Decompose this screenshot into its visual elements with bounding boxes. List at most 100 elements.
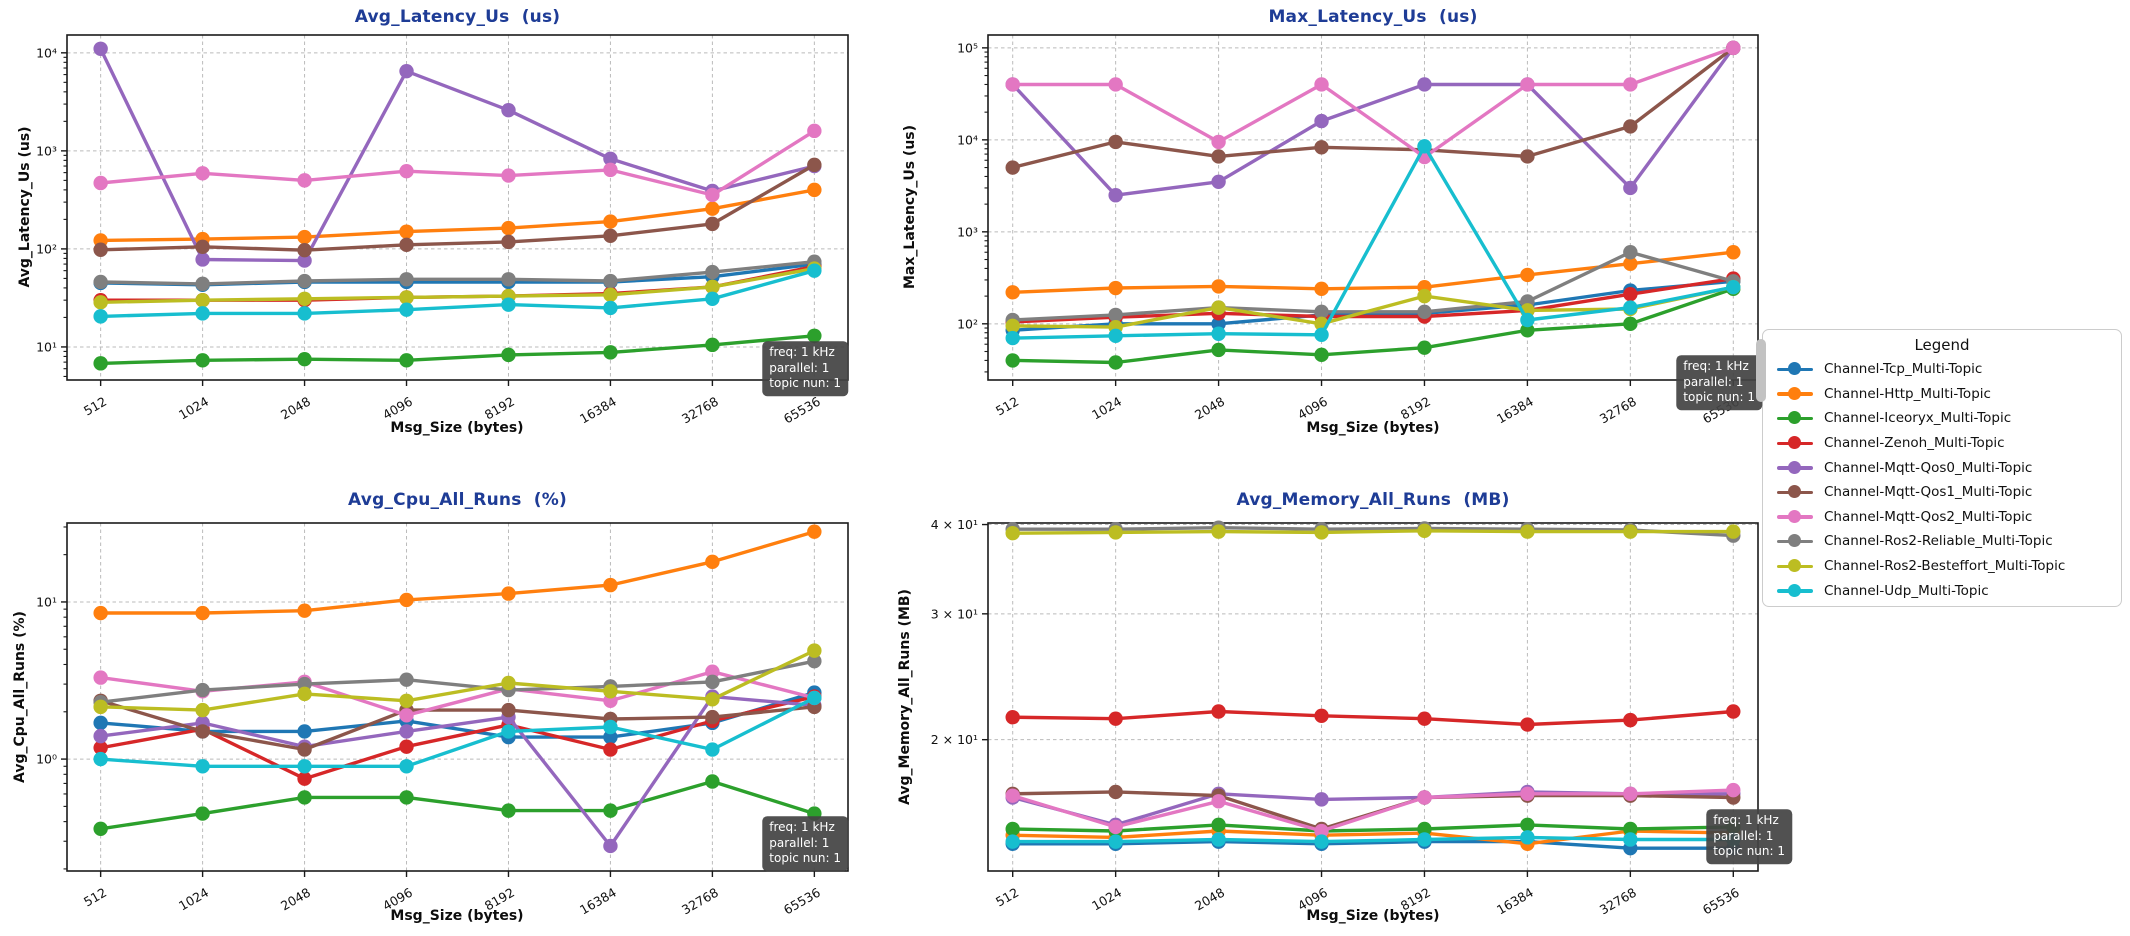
data-point-marker bbox=[399, 290, 414, 305]
chart2-xlabel: Msg_Size (bytes) bbox=[1306, 420, 1440, 436]
data-point-marker bbox=[297, 724, 312, 739]
data-point-marker bbox=[1211, 794, 1226, 809]
annotation-line: parallel: 1 bbox=[1683, 374, 1744, 389]
x-tick-label: 65536 bbox=[781, 394, 823, 427]
data-point-marker bbox=[501, 347, 516, 363]
chart2-run-params: freq: 1 kHz parallel: 1 topic nun: 1 bbox=[1676, 355, 1762, 410]
data-point-marker bbox=[1623, 832, 1638, 847]
data-point-marker bbox=[297, 273, 312, 289]
data-point-marker bbox=[501, 220, 516, 236]
data-point-marker bbox=[1726, 524, 1741, 539]
series-line bbox=[98, 530, 817, 615]
data-point-marker bbox=[1520, 323, 1535, 338]
chart2-ylabel: Max_Latency_Us (us) bbox=[902, 124, 918, 290]
data-point-marker bbox=[1314, 347, 1329, 363]
data-point-marker bbox=[297, 790, 312, 805]
data-point-marker bbox=[93, 274, 108, 290]
data-point-marker bbox=[1108, 328, 1123, 344]
data-point-marker bbox=[1417, 139, 1432, 154]
series-line bbox=[98, 334, 817, 366]
data-point-marker bbox=[1623, 712, 1638, 728]
data-point-marker bbox=[705, 291, 720, 306]
data-point-marker bbox=[297, 253, 312, 268]
data-point-marker bbox=[705, 279, 720, 295]
plot-border bbox=[987, 522, 1759, 872]
y-tick-label: 10³ bbox=[957, 224, 978, 239]
y-tick-label: 10² bbox=[36, 241, 57, 256]
legend-swatch bbox=[1777, 362, 1813, 376]
data-point-marker bbox=[1726, 280, 1741, 295]
data-point-marker bbox=[399, 790, 414, 805]
annotation-line: freq: 1 kHz bbox=[769, 820, 835, 835]
data-point-marker bbox=[399, 592, 414, 608]
series-line bbox=[1011, 46, 1736, 197]
series-Channel-Udp_Multi-Topic bbox=[1005, 830, 1741, 849]
data-point-marker bbox=[807, 690, 822, 706]
series-line bbox=[98, 260, 817, 286]
series-line bbox=[1011, 829, 1736, 846]
data-point-marker bbox=[603, 719, 618, 735]
series-line bbox=[1011, 276, 1736, 324]
y-tick-label: 3 × 10¹ bbox=[931, 606, 978, 621]
data-point-marker bbox=[1005, 330, 1020, 346]
legend-item-label: Channel-Http_Multi-Topic bbox=[1824, 385, 1991, 402]
data-point-marker bbox=[603, 345, 618, 360]
data-point-marker bbox=[1520, 786, 1535, 801]
data-point-marker bbox=[1211, 832, 1226, 847]
data-point-marker bbox=[297, 173, 312, 188]
data-point-marker bbox=[399, 63, 414, 79]
data-point-marker bbox=[297, 291, 312, 306]
legend-item: Channel-Mqtt-Qos0_Multi-Topic bbox=[1777, 455, 2121, 480]
annotation-line: topic nun: 1 bbox=[769, 376, 841, 391]
x-tick-label: 1024 bbox=[1089, 394, 1124, 423]
legend-swatch bbox=[1777, 460, 1813, 475]
data-point-marker bbox=[1211, 524, 1226, 539]
legend-swatch bbox=[1777, 411, 1813, 425]
series-line bbox=[98, 699, 817, 752]
data-point-marker bbox=[603, 273, 618, 289]
legend-item: Channel-Udp_Multi-Topic bbox=[1777, 578, 2121, 603]
data-point-marker bbox=[297, 742, 312, 757]
data-point-marker bbox=[705, 674, 720, 690]
data-point-marker bbox=[1211, 174, 1226, 189]
data-point-marker bbox=[93, 699, 108, 715]
annotation-line: parallel: 1 bbox=[769, 360, 830, 375]
data-point-marker bbox=[1623, 524, 1638, 539]
legend-swatch bbox=[1777, 386, 1813, 401]
legend-dot-icon bbox=[1788, 485, 1801, 499]
data-point-marker bbox=[603, 684, 618, 699]
data-point-marker bbox=[93, 175, 108, 191]
data-point-marker bbox=[501, 803, 516, 818]
data-point-marker bbox=[807, 643, 822, 658]
data-point-marker bbox=[93, 728, 108, 744]
legend-item: Channel-Mqtt-Qos1_Multi-Topic bbox=[1777, 480, 2121, 505]
data-point-marker bbox=[705, 337, 720, 353]
data-point-marker bbox=[1726, 40, 1741, 56]
series-line bbox=[1011, 144, 1736, 340]
data-point-marker bbox=[1417, 523, 1432, 539]
data-point-marker bbox=[93, 356, 108, 371]
data-point-marker bbox=[1623, 180, 1638, 196]
chart1-run-params: freq: 1 kHz parallel: 1 topic nun: 1 bbox=[762, 341, 848, 396]
data-point-marker bbox=[705, 187, 720, 203]
legend-title: Legend bbox=[1914, 336, 1970, 354]
series-Channel-Mqtt-Qos2_Multi-Topic bbox=[93, 123, 822, 203]
y-tick-label: 10¹ bbox=[36, 594, 57, 609]
series-line bbox=[1011, 46, 1736, 170]
data-point-marker bbox=[1108, 784, 1123, 800]
data-point-marker bbox=[603, 803, 618, 818]
data-point-marker bbox=[1108, 819, 1123, 835]
legend-item-label: Channel-Mqtt-Qos2_Multi-Topic bbox=[1824, 508, 2033, 525]
legend-scrollbar-thumb[interactable] bbox=[1756, 339, 1766, 402]
data-point-marker bbox=[399, 353, 414, 368]
data-point-marker bbox=[501, 297, 516, 312]
chart4-xlabel: Msg_Size (bytes) bbox=[1306, 908, 1440, 924]
x-tick-label: 8192 bbox=[1398, 394, 1433, 423]
series-Channel-Iceoryx_Multi-Topic bbox=[93, 328, 822, 371]
annotation-line: freq: 1 kHz bbox=[1713, 813, 1779, 828]
data-point-marker bbox=[1520, 830, 1535, 845]
plot-border bbox=[66, 522, 849, 872]
data-point-marker bbox=[501, 586, 516, 601]
data-point-marker bbox=[1005, 834, 1020, 849]
